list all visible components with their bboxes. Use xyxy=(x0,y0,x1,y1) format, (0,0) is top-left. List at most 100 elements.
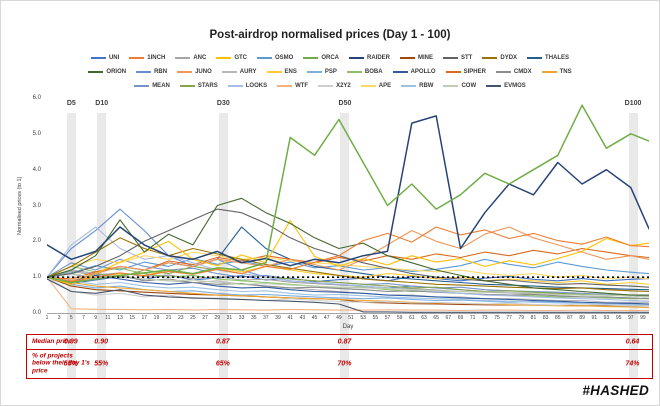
legend-swatch-icon xyxy=(401,85,417,87)
x-axis-title: Day xyxy=(342,324,354,330)
summary-value: 55% xyxy=(94,360,109,367)
x-tick-label: 43 xyxy=(299,315,306,321)
series-line-GTC xyxy=(46,219,650,285)
x-tick-label: 15 xyxy=(129,315,135,321)
x-tick-label: 71 xyxy=(469,315,476,321)
x-tick-label: 7 xyxy=(82,315,85,321)
x-tick-label: 67 xyxy=(445,315,452,321)
day-band-label: D10 xyxy=(95,100,109,107)
summary-value: 0.87 xyxy=(337,338,352,346)
legend-swatch-icon xyxy=(90,57,106,59)
summary-table: Median price 0.99 0.90 0.87 0.87 0.64 % of p… xyxy=(26,334,653,379)
legend-swatch-icon xyxy=(541,71,557,73)
legend-swatch-icon xyxy=(129,57,145,59)
summary-value: 0.99 xyxy=(64,338,78,346)
legend-swatch-icon xyxy=(266,71,282,73)
summary-value: 74% xyxy=(625,360,640,367)
legend-swatch-icon xyxy=(175,57,191,59)
legend: UNI 1INCH ANC GTC OSMO ORCA RAIDER MINE STT DYDX T… xyxy=(1,51,659,93)
legend-label: ENS xyxy=(284,69,297,75)
series-line-TNS xyxy=(46,276,650,309)
y-axis: 6.0 5.0 4.0 3.0 2.0 1.0 0.0 xyxy=(1,95,43,316)
legend-label: MEAN xyxy=(152,83,170,89)
legend-item: DYDX xyxy=(482,55,517,61)
x-tick-label: 91 xyxy=(591,315,598,321)
legend-item: STARS xyxy=(179,83,218,89)
legend-item: ANC xyxy=(175,55,206,61)
summary-value: 70% xyxy=(337,360,352,367)
chart-title: Post-airdrop normalised prices (Day 1 - … xyxy=(209,29,451,41)
day-band-label: D30 xyxy=(216,100,230,107)
legend-swatch-icon xyxy=(445,71,461,73)
series-line-EVMOS xyxy=(46,278,650,313)
legend-swatch-icon xyxy=(256,57,272,59)
summary-value: 55% xyxy=(63,360,78,367)
legend-label: TNS xyxy=(559,69,572,75)
summary-value: 0.64 xyxy=(625,338,640,346)
x-tick-label: 3 xyxy=(57,315,61,321)
x-tick-label: 41 xyxy=(287,315,293,321)
day-band xyxy=(218,113,228,378)
legend-item: RBW xyxy=(401,83,433,89)
legend-label: THALES xyxy=(545,55,570,61)
legend-item: WTF xyxy=(277,83,308,89)
x-tick-label: 73 xyxy=(482,315,488,321)
x-tick-label: 45 xyxy=(311,315,318,321)
summary-row-below-day1: % of projects below their day 1's price … xyxy=(27,350,652,377)
x-tick-label: 27 xyxy=(202,315,208,321)
x-tick-label: 83 xyxy=(542,315,549,321)
legend-swatch-icon xyxy=(349,57,364,59)
series-line-RBW xyxy=(46,276,650,306)
x-tick-label: 25 xyxy=(190,315,196,321)
legend-item: COW xyxy=(443,83,476,89)
legend-swatch-icon xyxy=(277,85,293,87)
x-tick-label: 31 xyxy=(226,315,233,321)
legend-label: RBW xyxy=(419,83,434,89)
x-tick-label: 53 xyxy=(360,315,366,321)
legend-row: MEAN STARS LOOKS WTF X2Y2 APE RBW COW EVMOS xyxy=(1,79,659,93)
series-line-STARS xyxy=(46,265,650,298)
hashed-logo: #HASHED xyxy=(582,383,649,398)
legend-item: X2Y2 xyxy=(318,83,351,89)
legend-swatch-icon xyxy=(495,71,511,73)
y-tick-label: 0.0 xyxy=(32,310,41,316)
y-tick-label: 1.0 xyxy=(32,274,41,281)
legend-label: COW xyxy=(461,83,477,89)
legend-item: MEAN xyxy=(134,83,170,89)
legend-label: APE xyxy=(378,83,392,89)
legend-label: APOLLO xyxy=(410,69,436,75)
summary-row-median: Median price 0.99 0.90 0.87 0.87 0.64 xyxy=(27,335,652,350)
legend-item: RAIDER xyxy=(349,55,390,61)
legend-item: PSP xyxy=(306,69,337,75)
x-tick-label: 39 xyxy=(275,315,281,321)
legend-label: AURY xyxy=(239,69,257,75)
legend-row: ORION RBN JUNO AURY ENS PSP BOBA APOLLO SIPHER CM… xyxy=(1,65,659,79)
legend-item: ENS xyxy=(266,69,297,75)
x-tick-label: 75 xyxy=(494,315,500,321)
series-line-APOLLO xyxy=(46,274,650,305)
legend-item: ORCA xyxy=(303,55,339,61)
legend-swatch-icon xyxy=(392,71,408,73)
x-tick-label: 61 xyxy=(409,315,415,321)
legend-label: ANC xyxy=(193,55,207,61)
series-line-UNI xyxy=(46,274,650,285)
legend-item: SIPHER xyxy=(445,69,486,75)
x-tick-label: 59 xyxy=(396,315,403,321)
x-tick-label: 93 xyxy=(603,315,610,321)
series-line-CMDX xyxy=(46,273,650,300)
series-line-JUNO xyxy=(46,226,650,282)
legend-item: APOLLO xyxy=(392,69,436,75)
summary-value: 65% xyxy=(215,360,230,367)
x-tick-label: 37 xyxy=(263,315,269,321)
series-line-RAIDER xyxy=(46,115,650,267)
legend-swatch-icon xyxy=(227,85,243,87)
x-tick-label: 97 xyxy=(627,315,634,321)
y-tick-label: 6.0 xyxy=(32,95,41,101)
legend-label: CMDX xyxy=(513,69,532,75)
legend-label: GTC xyxy=(234,55,247,61)
x-tick-label: 11 xyxy=(105,315,111,321)
x-tick-label: 21 xyxy=(165,315,172,321)
summary-row-label: Median price xyxy=(32,338,72,346)
series-line-COW xyxy=(46,273,650,298)
x-tick-label: 9 xyxy=(94,315,98,321)
